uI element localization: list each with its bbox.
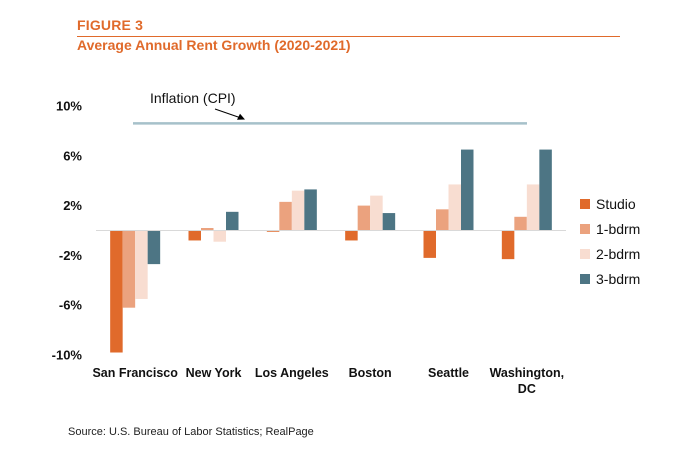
annotation-arrow-line [214, 108, 242, 119]
y-tick-label: 10% [56, 99, 82, 114]
y-tick-label: -2% [59, 248, 83, 263]
bar-studio [345, 230, 358, 241]
bar-2-bdrm [135, 230, 148, 299]
category-label: San Francisco [92, 366, 178, 380]
bar-studio [266, 230, 280, 232]
bar-3-bdrm [461, 149, 474, 231]
category-label-line: Seattle [428, 366, 469, 380]
legend-swatch [580, 199, 590, 209]
bar-2-bdrm [448, 184, 461, 231]
y-tick-label: -6% [59, 298, 83, 313]
bar-3-bdrm [382, 213, 396, 231]
bar-2-bdrm [213, 230, 226, 242]
bar-1-bdrm [436, 209, 449, 231]
legend-label: 2-bdrm [596, 246, 640, 262]
title-rule [77, 36, 620, 37]
bar-studio [423, 230, 436, 258]
legend-swatch [580, 274, 590, 284]
source-note: Source: U.S. Bureau of Labor Statistics;… [68, 426, 314, 438]
bar-studio [188, 230, 201, 241]
legend-swatch [580, 249, 590, 259]
bar-3-bdrm [226, 211, 239, 231]
bar-3-bdrm [539, 149, 552, 231]
category-label-line: Los Angeles [255, 366, 329, 380]
y-tick-label: 6% [63, 148, 82, 163]
y-tick-label: -10% [52, 348, 83, 363]
category-label-line: Washington, [490, 366, 565, 380]
bar-2-bdrm [291, 190, 305, 231]
category-label-line: Boston [349, 366, 392, 380]
category-label: New York [186, 366, 242, 380]
category-label: Washington, DC [490, 366, 565, 396]
y-tick-label: 2% [63, 198, 82, 213]
bar-2-bdrm [526, 184, 540, 231]
legend-label: 1-bdrm [596, 221, 640, 237]
category-label-line: DC [518, 382, 536, 396]
category-label: Boston [349, 366, 392, 380]
figure-label: FIGURE 3 [77, 17, 144, 33]
bar-studio [110, 230, 123, 353]
legend-swatch [580, 224, 590, 234]
bar-1-bdrm [201, 228, 214, 231]
bar-1-bdrm [122, 230, 136, 308]
bar-1-bdrm [514, 216, 527, 231]
bar-1-bdrm [357, 205, 371, 231]
bar-3-bdrm [147, 230, 161, 265]
category-label-line: San Francisco [92, 366, 178, 380]
legend-label: 3-bdrm [596, 271, 640, 287]
legend-label: Studio [596, 196, 636, 212]
inflation-label: Inflation (CPI) [150, 90, 236, 106]
chart-title: Average Annual Rent Growth (2020-2021) [77, 37, 351, 53]
category-label: Los Angeles [255, 366, 329, 380]
bar-1-bdrm [279, 201, 292, 231]
bar-3-bdrm [304, 189, 317, 231]
category-label: Seattle [428, 366, 469, 380]
bar-2-bdrm [370, 195, 383, 231]
bar-studio [501, 230, 515, 260]
category-label-line: New York [186, 366, 242, 380]
annotation-arrowhead [237, 113, 245, 120]
